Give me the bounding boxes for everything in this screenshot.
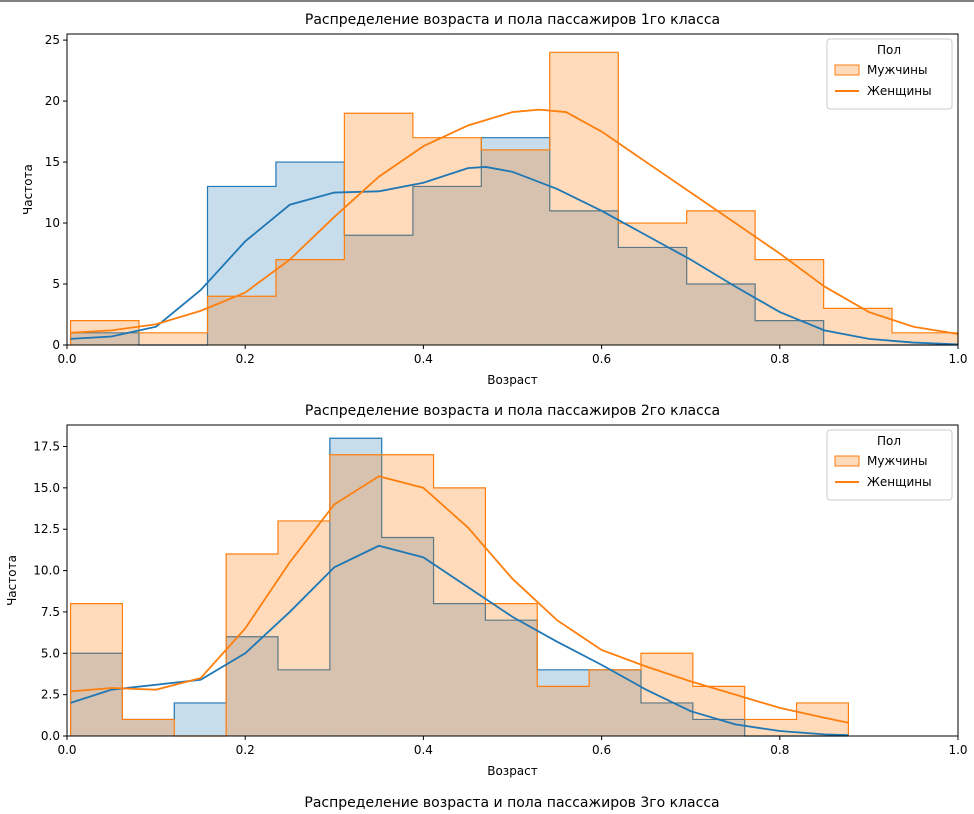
x-tick-label: 0.4 [414, 352, 433, 366]
histogram-bar [640, 653, 693, 736]
legend-swatch-patch [834, 64, 860, 76]
legend: Пол Мужчины Женщины [826, 38, 953, 110]
y-tick-label: 20 [45, 94, 60, 108]
histogram-bar [589, 669, 641, 736]
histogram-bar [226, 636, 278, 736]
plot-area-frame [66, 33, 959, 346]
y-tick-label: 0 [52, 338, 60, 352]
y-tick-label: 25 [45, 33, 60, 47]
legend-entry-1: Мужчины [867, 454, 927, 468]
histogram-bar [433, 603, 486, 736]
histogram-bar [226, 554, 278, 736]
histogram-bar [381, 537, 434, 736]
y-tick-label: 12.5 [33, 522, 60, 536]
histogram-bar [549, 52, 619, 345]
legend-title: Пол [877, 43, 901, 57]
plot-area-frame [66, 424, 959, 737]
histogram-bar [433, 487, 486, 736]
x-tick-label: 0.6 [592, 352, 611, 366]
y-tick-label: 15 [45, 155, 60, 169]
histogram-bar [481, 149, 550, 345]
x-tick-label: 0.0 [57, 352, 76, 366]
legend-entry-2: Женщины [867, 84, 932, 98]
histogram-bar [207, 186, 276, 345]
y-axis-label: Частота [5, 555, 19, 606]
chart-title: Распределение возраста и пола пассажиров… [305, 403, 720, 419]
histogram-bar [138, 332, 208, 345]
histogram-bar [275, 259, 345, 345]
chart-title: Распределение возраста и пола пассажиров… [305, 12, 720, 28]
x-tick-label: 0.4 [414, 743, 433, 757]
legend-title: Пол [877, 434, 901, 448]
y-tick-label: 10 [45, 216, 60, 230]
series-2 [69, 51, 959, 346]
kde-line-1 [70, 544, 849, 737]
histogram-bar [537, 669, 590, 736]
histogram-bar [344, 235, 413, 345]
x-tick-label: 0.8 [770, 743, 789, 757]
histogram-bar [755, 259, 824, 345]
y-tick-label: 10.0 [33, 564, 60, 578]
histogram-bar [412, 186, 482, 345]
x-tick-label: 1.0 [948, 352, 967, 366]
y-tick-label: 17.5 [33, 440, 60, 454]
histogram-bar [796, 702, 849, 736]
y-tick-label: 7.5 [41, 605, 60, 619]
histogram-bar [122, 719, 175, 736]
y-tick-label: 5.0 [41, 646, 60, 660]
x-axis-label: Возраст [487, 764, 538, 778]
x-tick-label: 0.6 [592, 743, 611, 757]
histogram-bar [277, 669, 330, 736]
y-tick-label: 2.5 [41, 688, 60, 702]
x-tick-label: 0.8 [770, 352, 789, 366]
legend: Пол Мужчины Женщины [826, 429, 953, 501]
x-tick-label: 0.2 [236, 352, 255, 366]
histogram-bar [485, 620, 538, 736]
histogram-step-outline [69, 437, 849, 737]
histogram-bar [122, 719, 175, 736]
y-tick-label: 15.0 [33, 481, 60, 495]
histogram-bar [485, 603, 538, 736]
series-2 [69, 454, 850, 737]
histogram-bar [692, 686, 745, 736]
histogram-bar [589, 669, 641, 736]
histogram-step-outline [69, 51, 959, 345]
histogram-bar [70, 332, 139, 345]
histogram-bar [823, 308, 893, 345]
chart-2: 0.0 0.2 0.4 0.6 0.8 1.0 0.0 2.5 5.0 7.5 10.0 12.5 15… [5, 403, 968, 778]
histogram-bar [537, 686, 590, 736]
kde-line-1 [70, 166, 959, 346]
kde-line-2 [70, 108, 959, 335]
histogram-bar [618, 223, 687, 345]
legend-entry-1: Мужчины [867, 63, 927, 77]
histogram-bar [277, 520, 330, 736]
histogram-bar [686, 284, 756, 345]
histogram-bar [549, 210, 619, 345]
histogram-bar [618, 247, 687, 345]
series-1 [69, 137, 958, 346]
chart-1: 0.0 0.2 0.4 0.6 0.8 1.0 0 5 10 15 20 25 Распределени… [21, 12, 968, 387]
y-axis-label: Частота [21, 164, 35, 215]
histogram-bar [70, 603, 123, 736]
x-tick-label: 0.2 [236, 743, 255, 757]
x-tick-label: 0.0 [57, 743, 76, 757]
histogram-bar [329, 438, 382, 736]
x-tick-label: 1.0 [948, 743, 967, 757]
histogram-bar [207, 296, 276, 345]
histogram-bar [344, 113, 413, 346]
y-tick-label: 5 [52, 277, 60, 291]
histogram-bar [174, 702, 227, 736]
histogram-bar [329, 454, 382, 736]
chart-title-3: Распределение возраста и пола пассажиров… [304, 795, 719, 811]
histogram-bar [412, 137, 482, 345]
legend-swatch-patch [834, 455, 860, 467]
y-tick-label: 0.0 [41, 729, 60, 743]
kde-line-2 [70, 475, 849, 724]
x-axis-label: Возраст [487, 373, 538, 387]
legend-entry-2: Женщины [867, 475, 932, 489]
histogram-bar [381, 454, 434, 736]
